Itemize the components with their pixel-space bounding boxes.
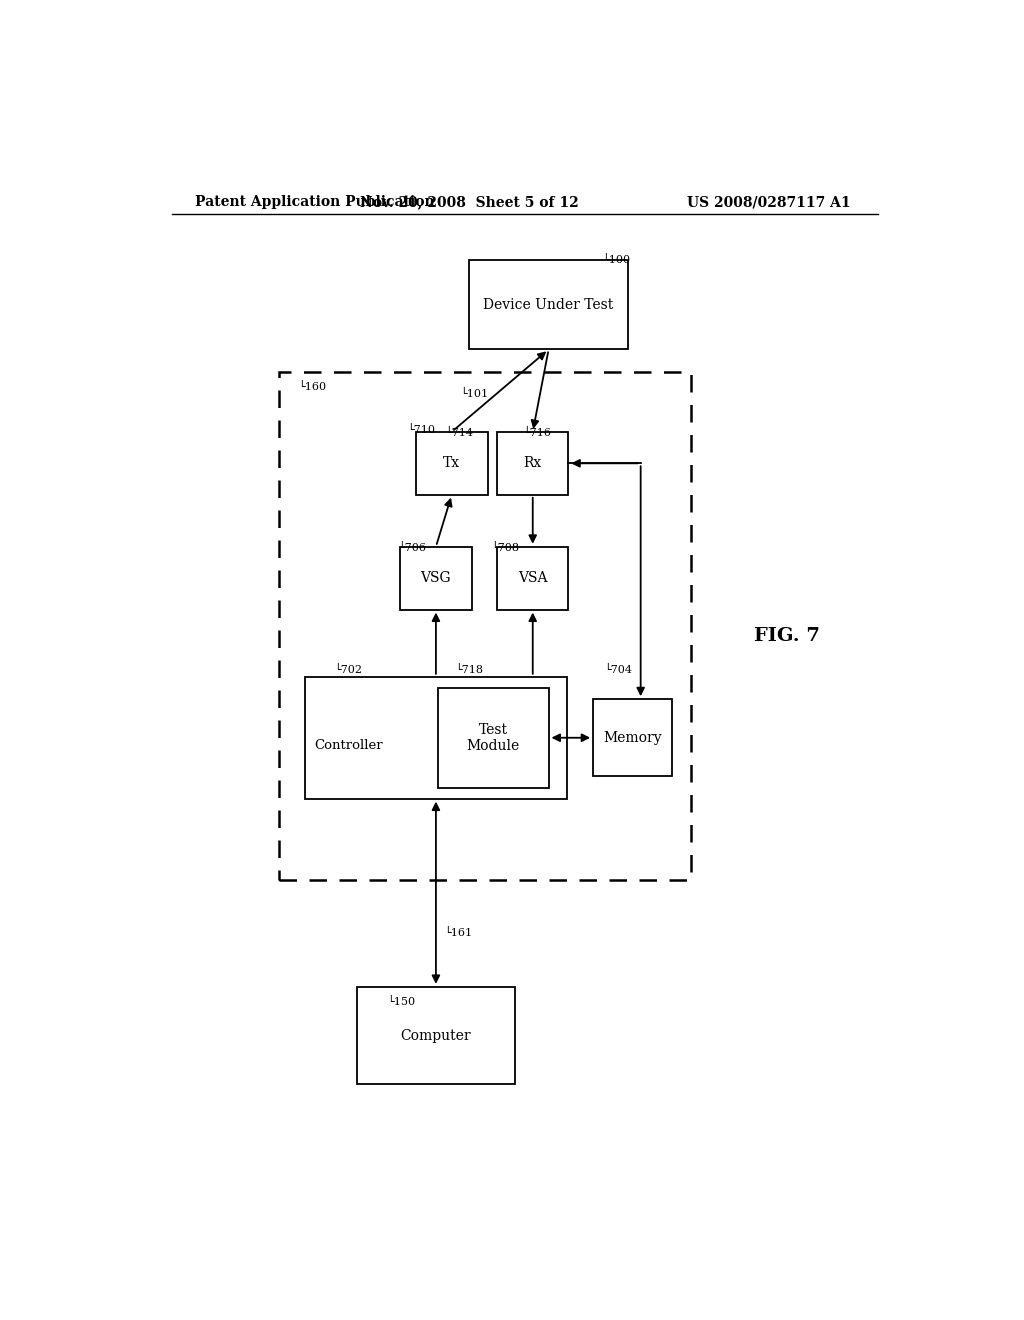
Text: └160: └160	[299, 381, 327, 392]
Text: └708: └708	[490, 543, 519, 553]
Text: └706: └706	[397, 543, 426, 553]
Text: Device Under Test: Device Under Test	[483, 298, 613, 312]
Text: Nov. 20, 2008  Sheet 5 of 12: Nov. 20, 2008 Sheet 5 of 12	[359, 195, 579, 209]
Bar	[400, 546, 472, 610]
Text: Test
Module: Test Module	[466, 722, 520, 752]
Text: FIG. 7: FIG. 7	[754, 627, 819, 645]
Text: VSA: VSA	[518, 572, 548, 585]
Bar	[497, 432, 568, 495]
Text: └150: └150	[387, 997, 415, 1007]
Text: └710: └710	[408, 425, 435, 434]
Text: Patent Application Publication: Patent Application Publication	[196, 195, 435, 209]
Bar	[437, 688, 549, 788]
Bar	[416, 432, 487, 495]
Bar	[279, 372, 691, 880]
Text: Computer: Computer	[400, 1028, 471, 1043]
Text: Tx: Tx	[443, 457, 461, 470]
Text: Controller: Controller	[314, 739, 383, 752]
Bar	[497, 546, 568, 610]
Bar	[593, 700, 673, 776]
Bar	[469, 260, 628, 350]
Text: └702: └702	[334, 664, 362, 675]
Bar	[356, 987, 515, 1084]
Text: US 2008/0287117 A1: US 2008/0287117 A1	[686, 195, 850, 209]
Bar	[305, 677, 567, 799]
Text: └704: └704	[604, 664, 632, 675]
Text: └161: └161	[443, 928, 472, 939]
Text: Rx: Rx	[523, 457, 542, 470]
Text: Memory: Memory	[603, 731, 663, 744]
Text: VSG: VSG	[421, 572, 452, 585]
Text: └716: └716	[523, 428, 551, 438]
Text: └718: └718	[455, 664, 483, 675]
Text: └714: └714	[445, 428, 473, 438]
Text: └101: └101	[460, 389, 487, 399]
Text: └100: └100	[602, 255, 631, 265]
